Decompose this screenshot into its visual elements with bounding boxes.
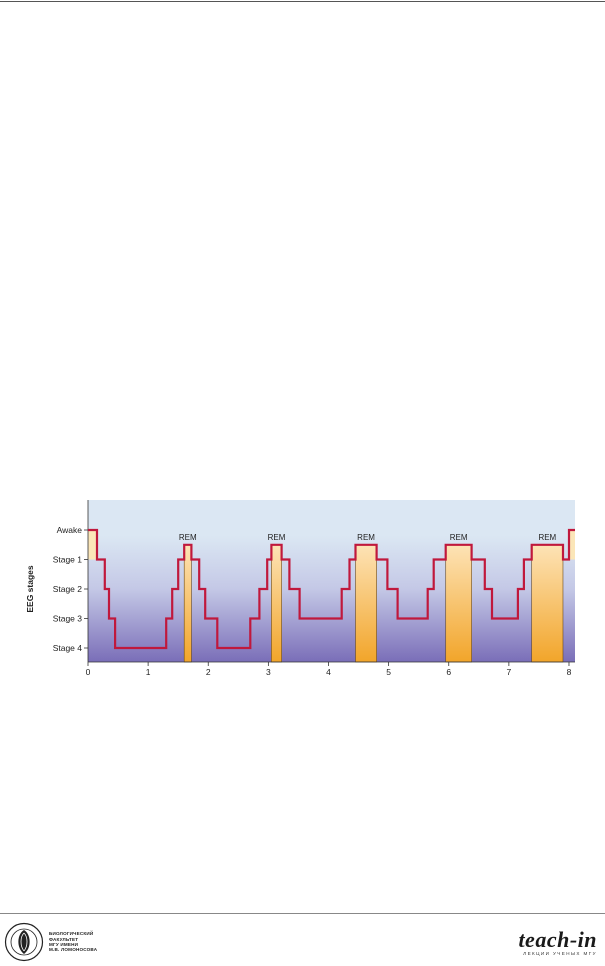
rem-label: REM — [268, 533, 286, 542]
rem-label: REM — [538, 533, 556, 542]
faculty-name: БИОЛОГИЧЕСКИЙ ФАКУЛЬТЕТ МГУ ИМЕНИ М.В. Л… — [49, 931, 97, 953]
y-tick-label: Stage 4 — [53, 643, 83, 653]
sleep-stages-chart: REM REM REM REM REM Awake Stage 1 Stage 2 Stage … — [25, 500, 575, 677]
rem-label: REM — [450, 533, 468, 542]
faculty-line: ФАКУЛЬТЕТ — [49, 936, 79, 942]
brand-subtitle: ЛЕКЦИИ УЧЕНЫХ МГУ — [523, 951, 597, 956]
brand-name: teach-in — [518, 927, 597, 952]
x-tick-label: 1 — [146, 667, 151, 677]
rem-bar — [355, 544, 377, 663]
faculty-seal-icon — [4, 922, 44, 962]
x-tick-label: 7 — [506, 667, 511, 677]
x-tick-label: 8 — [567, 667, 572, 677]
y-tick-label: Stage 3 — [53, 614, 83, 624]
x-tick-label: 4 — [326, 667, 331, 677]
footer-rule — [0, 913, 605, 914]
faculty-logo-block: БИОЛОГИЧЕСКИЙ ФАКУЛЬТЕТ МГУ ИМЕНИ М.В. Л… — [4, 922, 97, 962]
y-tick-label: Awake — [57, 525, 83, 535]
x-tick-label: 6 — [446, 667, 451, 677]
brand-logo: teach-in ЛЕКЦИИ УЧЕНЫХ МГУ — [518, 927, 597, 957]
rem-bar — [271, 544, 282, 663]
rem-bar — [445, 544, 472, 663]
x-tick-label: 2 — [206, 667, 211, 677]
top-rule — [0, 1, 605, 2]
faculty-line: БИОЛОГИЧЕСКИЙ — [49, 931, 94, 937]
rem-label: REM — [179, 533, 197, 542]
rem-label: REM — [357, 533, 375, 542]
plot-background — [88, 500, 575, 662]
awake-fill — [568, 530, 575, 560]
rem-bar — [183, 544, 192, 663]
y-tick-label: Stage 1 — [53, 555, 83, 565]
faculty-line: М.В. ЛОМОНОСОВА — [49, 947, 98, 953]
y-tick-label: Stage 2 — [53, 584, 83, 594]
x-tick-label: 3 — [266, 667, 271, 677]
x-tick-label: 0 — [86, 667, 91, 677]
sleep-stage-line — [88, 528, 575, 650]
y-axis-title: EEG stages — [25, 565, 35, 613]
faculty-line: МГУ ИМЕНИ — [49, 942, 79, 947]
x-tick-label: 5 — [386, 667, 391, 677]
rem-bar — [531, 544, 564, 663]
awake-fill — [88, 530, 98, 560]
